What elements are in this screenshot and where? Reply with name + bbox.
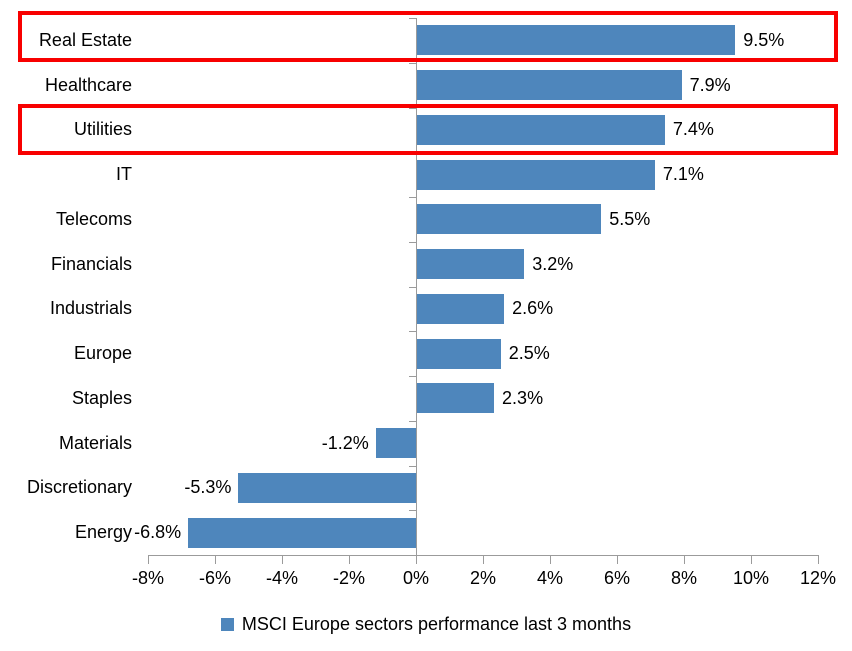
value-axis-tick-label: -8% bbox=[131, 568, 164, 588]
value-label: 2.5% bbox=[508, 343, 550, 364]
category-label: Materials bbox=[58, 432, 132, 453]
value-axis-tick-label: 8% bbox=[670, 568, 697, 588]
value-label: 3.2% bbox=[532, 253, 574, 274]
value-label: 7.1% bbox=[662, 164, 704, 185]
value-axis-tick bbox=[483, 555, 484, 564]
category-label: Europe bbox=[73, 343, 132, 364]
value-axis-tick-label: -2% bbox=[332, 568, 365, 588]
category-label: Energy bbox=[74, 522, 132, 543]
chart-legend: MSCI Europe sectors performance last 3 m… bbox=[0, 610, 852, 638]
category-axis-tick bbox=[409, 197, 416, 198]
value-axis-tick bbox=[416, 555, 417, 564]
value-axis-tick bbox=[550, 555, 551, 564]
legend-label: MSCI Europe sectors performance last 3 m… bbox=[241, 613, 632, 634]
category-label: Healthcare bbox=[44, 74, 132, 95]
category-axis-tick bbox=[409, 241, 416, 243]
value-axis-tick bbox=[751, 555, 752, 564]
category-label: Utilities bbox=[73, 119, 132, 140]
value-axis-tick-label: 6% bbox=[603, 568, 630, 588]
value-label: 2.3% bbox=[502, 387, 544, 408]
value-axis-tick bbox=[215, 555, 216, 564]
value-label: 9.5% bbox=[743, 29, 785, 50]
bar bbox=[188, 517, 416, 548]
category-label: Financials bbox=[50, 253, 132, 274]
bar bbox=[417, 249, 525, 280]
value-axis-tick bbox=[818, 555, 819, 564]
bar bbox=[417, 293, 505, 324]
category-axis-tick bbox=[409, 510, 416, 512]
category-axis-tick bbox=[409, 465, 416, 467]
category-axis-tick bbox=[409, 62, 416, 64]
category-axis-tick bbox=[409, 286, 416, 288]
value-axis-tick bbox=[349, 555, 350, 564]
value-axis-tick-label: 2% bbox=[469, 568, 496, 588]
category-label: IT bbox=[116, 164, 132, 185]
value-label: 7.4% bbox=[672, 119, 714, 140]
category-axis-tick bbox=[409, 107, 416, 109]
value-axis-tick bbox=[282, 555, 283, 564]
bar bbox=[238, 472, 416, 503]
bar bbox=[417, 204, 602, 235]
value-label: -5.3% bbox=[184, 477, 232, 498]
category-label: Staples bbox=[71, 387, 132, 408]
category-axis-tick bbox=[409, 331, 416, 333]
category-axis-line bbox=[416, 18, 417, 555]
category-axis-tick bbox=[409, 376, 416, 377]
bar bbox=[417, 114, 665, 145]
value-axis-tick bbox=[617, 555, 618, 564]
value-axis-tick bbox=[148, 555, 149, 564]
value-axis-tick-label: -6% bbox=[198, 568, 231, 588]
bar bbox=[417, 159, 655, 190]
value-axis-tick bbox=[684, 555, 685, 564]
legend-swatch-icon bbox=[220, 617, 234, 631]
category-axis-tick bbox=[409, 152, 416, 154]
bar bbox=[417, 338, 501, 369]
value-label: -6.8% bbox=[134, 522, 182, 543]
category-axis-tick bbox=[409, 18, 416, 19]
category-label: Discretionary bbox=[26, 477, 132, 498]
bar bbox=[417, 25, 736, 56]
value-axis-tick-label: 0% bbox=[402, 568, 429, 588]
category-axis-tick bbox=[409, 420, 416, 422]
value-label: 7.9% bbox=[689, 74, 731, 95]
value-axis-tick-label: 4% bbox=[536, 568, 563, 588]
value-label: -1.2% bbox=[321, 432, 369, 453]
category-label: Industrials bbox=[49, 298, 132, 319]
bar bbox=[417, 383, 495, 414]
category-label: Telecoms bbox=[55, 208, 132, 229]
category-label: Real Estate bbox=[38, 29, 132, 50]
value-label: 5.5% bbox=[609, 208, 651, 229]
bar bbox=[375, 428, 416, 459]
value-axis-tick-label: 12% bbox=[799, 568, 837, 588]
value-axis-tick-label: -4% bbox=[265, 568, 298, 588]
value-label: 2.6% bbox=[512, 298, 554, 319]
bar bbox=[417, 70, 682, 101]
value-axis-tick-label: 10% bbox=[732, 568, 770, 588]
